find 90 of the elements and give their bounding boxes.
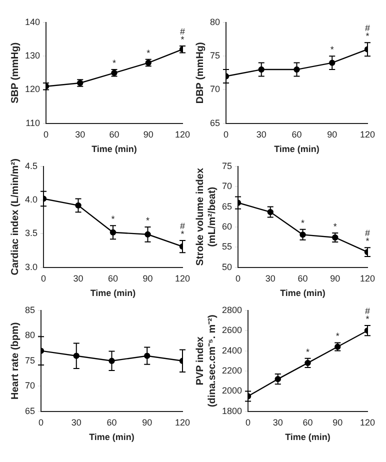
y-tick-label: 4.5 xyxy=(24,160,38,171)
annotation: * xyxy=(146,48,151,58)
y-tick-label: 4.0 xyxy=(24,194,38,205)
y-axis-title: DBP (mmHg) xyxy=(194,42,206,104)
annotation: * xyxy=(306,346,310,357)
x-tick-label: 0 xyxy=(224,129,229,140)
x-tick-label: 0 xyxy=(38,417,44,428)
x-tick-label: 120 xyxy=(360,129,376,140)
y-tick-label: 65 xyxy=(210,118,220,128)
x-tick-label: 60 xyxy=(298,273,308,284)
x-tick-label: 90 xyxy=(330,273,340,284)
x-axis-title: Time (min) xyxy=(92,144,137,154)
y-axis-title: Stroke volume index (mL/m²/beat) xyxy=(194,168,218,266)
y-tick-label: 2800 xyxy=(222,304,242,315)
annotation: * xyxy=(366,236,370,246)
x-tick-label: 120 xyxy=(174,273,190,284)
y-tick-label: 85 xyxy=(24,304,36,315)
x-tick-label: 120 xyxy=(360,273,376,284)
annotation: * xyxy=(333,222,338,232)
x-tick-label: 0 xyxy=(246,417,251,428)
y-tick-label: 2000 xyxy=(222,386,242,396)
y-tick-label: 2400 xyxy=(222,345,242,356)
y-tick-label: 120 xyxy=(24,84,40,94)
x-axis-title: Time (min) xyxy=(280,288,326,298)
x-tick-label: 30 xyxy=(75,129,86,140)
x-tick-label: 30 xyxy=(256,129,266,140)
x-tick-label: 60 xyxy=(292,129,302,140)
annotation: # xyxy=(364,306,370,316)
y-tick-label: 70 xyxy=(24,380,36,391)
y-tick-label: 3.0 xyxy=(24,262,38,272)
y-tick-label: 3.5 xyxy=(24,228,38,238)
y-tick-label: 65 xyxy=(222,201,232,212)
annotation: * xyxy=(111,214,116,224)
y-tick-label: 75 xyxy=(222,160,232,171)
x-tick-label: 0 xyxy=(236,273,241,284)
annotation: * xyxy=(336,331,340,342)
y-tick-label: 70 xyxy=(222,181,232,192)
x-tick-label: 30 xyxy=(272,417,283,428)
y-tick-label: 75 xyxy=(210,50,220,61)
y-tick-label: 75 xyxy=(24,355,36,366)
y-tick-label: 55 xyxy=(222,242,232,252)
x-tick-label: 60 xyxy=(108,273,118,284)
x-axis-title: Time (min) xyxy=(274,144,320,154)
y-axis-title: Cardiac index (L/min/m²) xyxy=(10,158,21,276)
annotation: * xyxy=(180,34,185,44)
x-tick-label: 90 xyxy=(142,417,152,428)
y-tick-label: 2200 xyxy=(222,365,242,376)
y-axis-title: PVP index (dina.sec.cm⁻⁵. m⁻²) xyxy=(194,314,218,408)
annotation: * xyxy=(330,44,334,55)
annotation: * xyxy=(180,228,185,239)
x-tick-label: 90 xyxy=(327,129,338,140)
y-tick-label: 2600 xyxy=(222,325,242,336)
x-tick-label: 30 xyxy=(73,273,84,284)
x-tick-label: 120 xyxy=(174,417,190,428)
annotation: # xyxy=(364,228,370,238)
y-tick-label: 130 xyxy=(24,50,40,61)
x-tick-label: 120 xyxy=(360,417,376,428)
annotation: # xyxy=(180,26,185,36)
y-tick-label: 1800 xyxy=(222,406,242,416)
x-tick-label: 0 xyxy=(44,129,49,140)
x-tick-label: 30 xyxy=(71,417,82,428)
x-axis-title: Time (min) xyxy=(90,288,136,298)
annotation: * xyxy=(300,218,305,228)
annotation: * xyxy=(366,31,370,42)
x-tick-label: 90 xyxy=(143,129,154,140)
y-tick-label: 65 xyxy=(24,406,36,416)
y-tick-label: 110 xyxy=(26,118,40,128)
x-tick-label: 120 xyxy=(174,129,190,140)
annotation: # xyxy=(180,220,185,231)
x-tick-label: 30 xyxy=(265,273,276,284)
x-tick-label: 60 xyxy=(302,417,313,428)
x-tick-label: 0 xyxy=(41,273,46,284)
x-tick-label: 60 xyxy=(109,129,120,140)
y-tick-label: 60 xyxy=(222,221,232,232)
annotation: * xyxy=(146,215,150,226)
x-tick-label: 60 xyxy=(106,417,117,428)
x-axis-title: Time (min) xyxy=(285,432,330,442)
annotation: * xyxy=(112,58,116,68)
y-axis-title: SBP (mmHg) xyxy=(10,42,21,104)
y-tick-label: 80 xyxy=(24,330,36,340)
x-tick-label: 90 xyxy=(142,273,153,284)
y-tick-label: 140 xyxy=(24,16,40,27)
y-axis-title: Heart rate (bpm) xyxy=(10,322,21,400)
annotation: * xyxy=(366,314,370,324)
y-tick-label: 70 xyxy=(210,84,220,94)
x-axis-title: Time (min) xyxy=(89,432,134,442)
y-tick-label: 80 xyxy=(210,16,220,27)
x-tick-label: 90 xyxy=(332,417,343,428)
y-tick-label: 50 xyxy=(222,262,232,272)
annotation: # xyxy=(364,23,370,34)
